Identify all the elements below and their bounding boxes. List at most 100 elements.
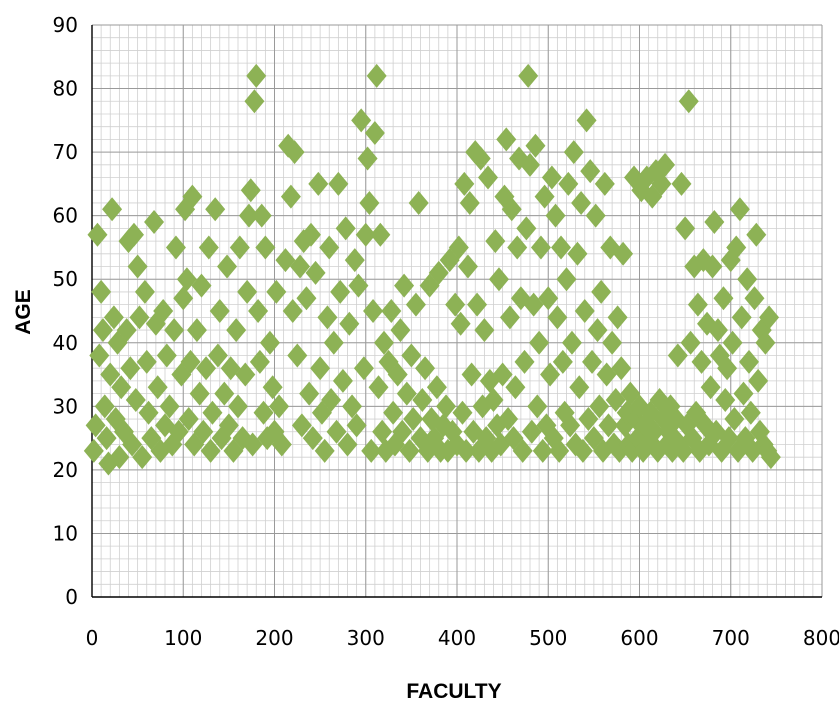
data-point — [218, 413, 239, 438]
data-point — [164, 318, 185, 343]
data-point — [269, 394, 290, 419]
data-point — [587, 318, 608, 343]
data-point — [228, 394, 248, 419]
data-point — [255, 235, 276, 260]
data-point — [87, 222, 108, 247]
data-point — [474, 318, 495, 343]
data-point — [602, 330, 623, 355]
data-point — [153, 299, 174, 323]
data-point — [457, 254, 478, 279]
x-tick-label: 800 — [803, 626, 839, 650]
data-point — [746, 222, 767, 247]
data-point — [675, 216, 696, 241]
data-point — [100, 362, 121, 387]
data-point — [253, 400, 274, 425]
data-point — [403, 407, 424, 432]
data-point — [335, 216, 356, 241]
data-point — [328, 171, 349, 196]
data-point — [569, 375, 590, 400]
data-point — [755, 330, 776, 355]
data-point — [91, 279, 112, 304]
data-point — [687, 292, 708, 317]
data-point — [452, 400, 473, 425]
data-point — [563, 140, 584, 165]
data-point — [580, 159, 601, 184]
data-point — [549, 438, 570, 463]
data-point — [552, 349, 573, 374]
data-point — [240, 178, 261, 203]
data-point — [704, 210, 725, 235]
y-axis-tick-labels: 0 10 20 30 40 50 60 70 80 90 — [53, 13, 78, 609]
y-tick-label: 80 — [53, 77, 78, 101]
data-point — [214, 381, 235, 406]
data-point — [394, 273, 415, 298]
data-point — [280, 184, 301, 209]
data-point — [598, 413, 619, 438]
data-point — [266, 279, 287, 304]
data-point — [534, 184, 555, 209]
data-point — [262, 375, 283, 400]
data-point — [310, 356, 331, 381]
data-point — [363, 299, 384, 323]
data-point — [296, 286, 317, 311]
data-point — [445, 292, 466, 317]
data-point — [196, 356, 217, 381]
data-point — [168, 419, 189, 444]
data-point — [611, 356, 632, 381]
data-point — [308, 171, 329, 196]
data-point — [733, 381, 754, 406]
data-point — [545, 203, 566, 228]
x-tick-label: 400 — [438, 626, 476, 650]
data-point — [678, 89, 699, 114]
data-point — [291, 413, 312, 438]
data-point — [134, 279, 155, 304]
data-point — [326, 419, 347, 444]
y-tick-label: 30 — [53, 394, 78, 418]
data-point — [739, 349, 759, 374]
data-point — [454, 171, 475, 196]
data-point — [287, 343, 308, 368]
data-point — [713, 286, 734, 311]
data-point — [485, 229, 506, 254]
data-point — [436, 394, 457, 419]
data-point — [381, 299, 402, 323]
data-point — [217, 254, 238, 279]
data-point — [123, 222, 144, 247]
data-point — [122, 432, 143, 457]
data-point — [202, 400, 223, 425]
data-point — [501, 197, 522, 222]
data-point — [594, 171, 615, 196]
data-point — [156, 343, 177, 368]
data-point — [707, 318, 728, 343]
data-point — [729, 197, 750, 222]
data-point — [299, 381, 320, 406]
y-tick-label: 50 — [53, 267, 78, 291]
data-point — [337, 432, 358, 457]
data-point — [248, 299, 269, 323]
data-point — [351, 108, 372, 133]
data-point — [655, 152, 676, 177]
x-tick-label: 300 — [347, 626, 385, 650]
data-point — [571, 190, 592, 215]
data-point — [229, 235, 250, 260]
data-point — [353, 356, 374, 381]
data-point — [85, 413, 106, 438]
data-point — [390, 318, 411, 343]
data-point — [165, 235, 186, 260]
data-point — [189, 381, 210, 406]
data-point — [366, 63, 387, 88]
data-point — [483, 387, 504, 412]
data-point — [527, 394, 548, 419]
data-point — [691, 349, 712, 374]
data-point — [405, 292, 426, 317]
data-point — [607, 305, 628, 330]
data-point — [317, 305, 338, 330]
data-point — [226, 318, 247, 343]
data-point — [748, 368, 769, 393]
data-point — [731, 305, 752, 330]
data-point — [412, 387, 433, 412]
data-point — [120, 356, 141, 381]
data-point — [321, 387, 342, 412]
data-point — [529, 330, 550, 355]
data-point — [290, 254, 311, 279]
